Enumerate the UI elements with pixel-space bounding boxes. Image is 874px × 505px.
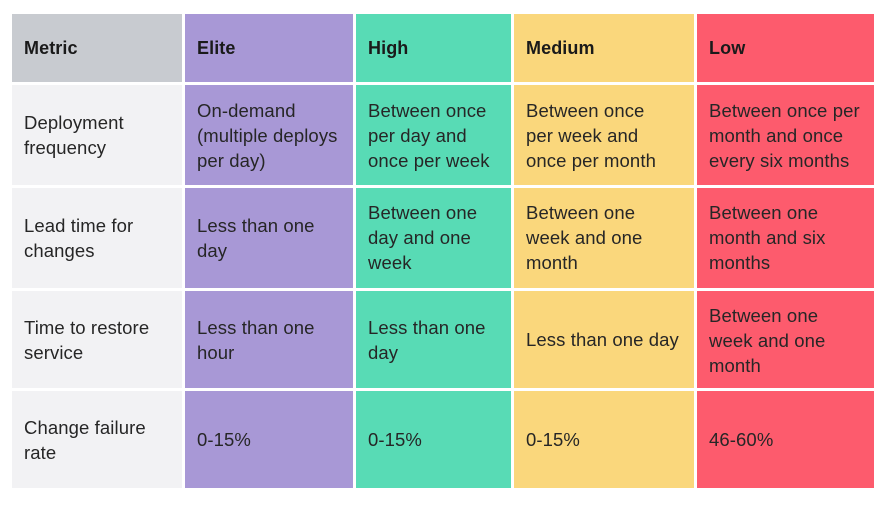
row-time-to-restore-medium: Less than one day (514, 291, 694, 388)
header-low-label: Low (709, 37, 746, 58)
header-elite-label: Elite (197, 37, 236, 58)
row-time-to-restore-metric: Time to restore service (12, 291, 182, 388)
elite-value: On-demand (multiple deploys per day) (197, 99, 338, 171)
metric-label: Lead time for changes (24, 215, 134, 261)
metric-label: Change failure rate (24, 416, 146, 463)
medium-value: Less than one day (526, 329, 679, 350)
row-lead-time-elite: Less than one day (185, 188, 353, 288)
header-medium-label: Medium (526, 37, 595, 58)
header-elite: Elite (185, 14, 353, 82)
row-time-to-restore-high: Less than one day (356, 291, 511, 388)
header-low: Low (697, 14, 874, 82)
row-deployment-frequency-low: Between once per month and once every si… (697, 85, 874, 185)
dora-metrics-table: Metric Elite High Medium Low Deployment … (12, 14, 874, 488)
low-value: 46-60% (709, 429, 774, 450)
row-deployment-frequency-medium: Between once per week and once per month (514, 85, 694, 185)
header-metric: Metric (12, 14, 182, 82)
row-deployment-frequency-metric: Deployment frequency (12, 85, 182, 185)
low-value: Between once per month and once every si… (709, 99, 860, 171)
row-change-failure-rate-medium: 0-15% (514, 391, 694, 488)
metric-label: Time to restore service (24, 316, 150, 363)
high-value: 0-15% (368, 429, 422, 450)
row-deployment-frequency-high: Between once per day and once per week (356, 85, 511, 185)
row-change-failure-rate-elite: 0-15% (185, 391, 353, 488)
row-lead-time-metric: Lead time for changes (12, 188, 182, 288)
header-metric-label: Metric (24, 37, 78, 58)
header-medium: Medium (514, 14, 694, 82)
row-deployment-frequency-elite: On-demand (multiple deploys per day) (185, 85, 353, 185)
header-high: High (356, 14, 511, 82)
elite-value: 0-15% (197, 429, 251, 450)
row-lead-time-medium: Between one week and one month (514, 188, 694, 288)
medium-value: Between once per week and once per month (526, 99, 656, 171)
low-value: Between one week and one month (709, 305, 826, 376)
elite-value: Less than one day (197, 215, 315, 261)
header-high-label: High (368, 37, 409, 58)
medium-value: 0-15% (526, 429, 580, 450)
high-value: Between once per day and once per week (368, 99, 490, 171)
row-lead-time-high: Between one day and one week (356, 188, 511, 288)
elite-value: Less than one hour (197, 316, 315, 363)
row-time-to-restore-elite: Less than one hour (185, 291, 353, 388)
row-change-failure-rate-high: 0-15% (356, 391, 511, 488)
high-value: Between one day and one week (368, 202, 478, 273)
medium-value: Between one week and one month (526, 202, 643, 273)
row-lead-time-low: Between one month and six months (697, 188, 874, 288)
high-value: Less than one day (368, 316, 486, 363)
metric-label: Deployment frequency (24, 112, 124, 158)
row-change-failure-rate-metric: Change failure rate (12, 391, 182, 488)
row-time-to-restore-low: Between one week and one month (697, 291, 874, 388)
row-change-failure-rate-low: 46-60% (697, 391, 874, 488)
low-value: Between one month and six months (709, 202, 826, 273)
